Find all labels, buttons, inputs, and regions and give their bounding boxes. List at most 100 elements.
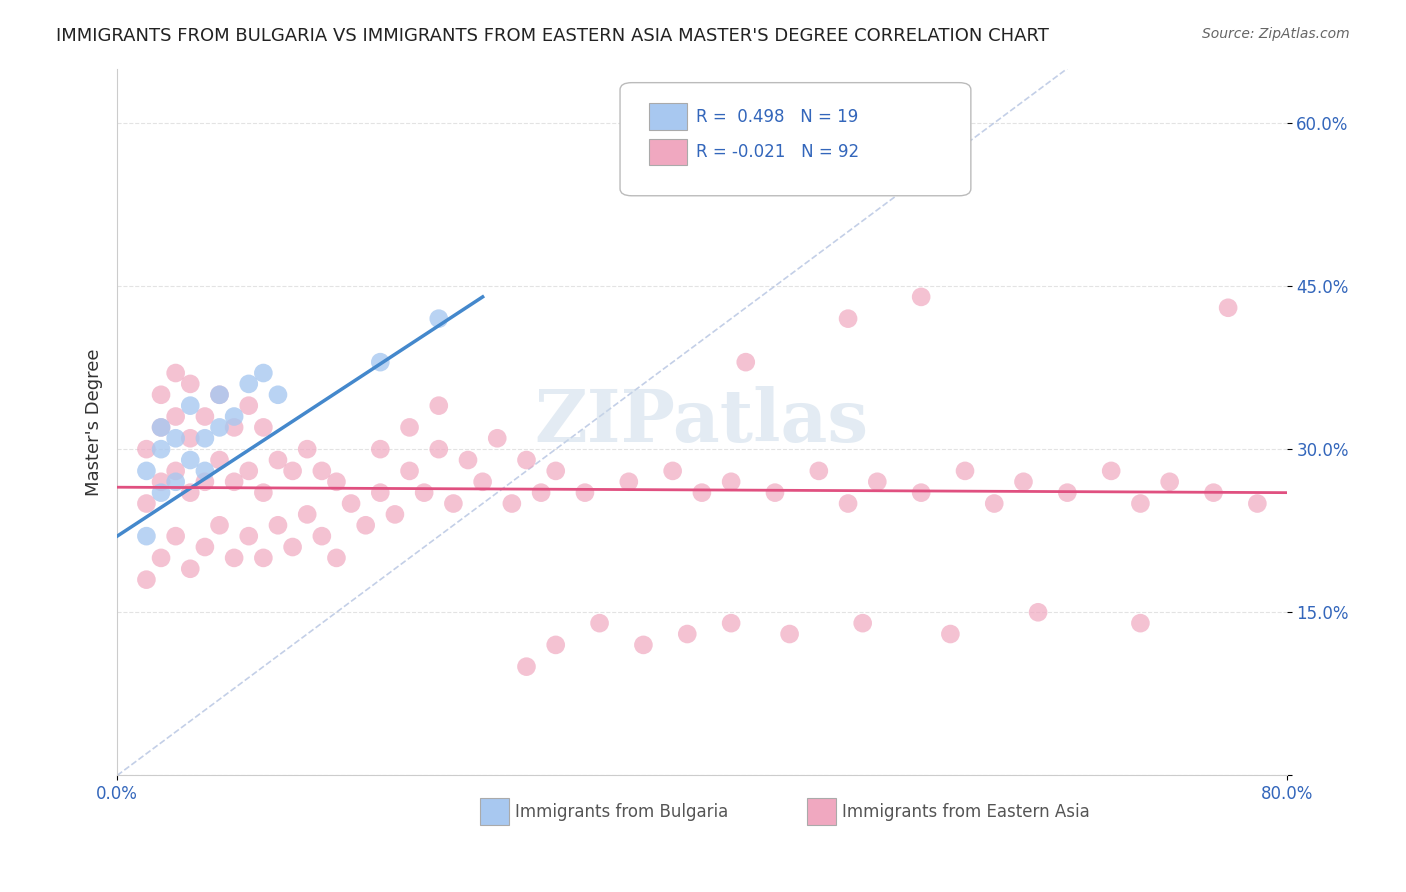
Text: Source: ZipAtlas.com: Source: ZipAtlas.com <box>1202 27 1350 41</box>
Point <box>252 550 274 565</box>
Text: Immigrants from Eastern Asia: Immigrants from Eastern Asia <box>842 803 1090 822</box>
Point <box>135 529 157 543</box>
Point <box>1246 496 1268 510</box>
Point <box>1216 301 1239 315</box>
Point <box>150 475 173 489</box>
Point <box>150 442 173 457</box>
Point <box>179 431 201 445</box>
Point <box>165 529 187 543</box>
Point <box>1202 485 1225 500</box>
Point <box>617 475 640 489</box>
Point <box>238 464 260 478</box>
Bar <box>650 103 686 130</box>
Point <box>734 355 756 369</box>
Bar <box>807 798 837 825</box>
Point <box>179 453 201 467</box>
Point <box>953 464 976 478</box>
Point <box>515 659 537 673</box>
Point <box>471 475 494 489</box>
Point <box>150 420 173 434</box>
Point <box>135 442 157 457</box>
Point <box>179 376 201 391</box>
Point <box>224 475 246 489</box>
Point <box>281 540 304 554</box>
Point <box>910 485 932 500</box>
Point <box>252 485 274 500</box>
Point <box>150 388 173 402</box>
Point <box>224 420 246 434</box>
Point <box>281 464 304 478</box>
Point <box>866 475 889 489</box>
Point <box>165 475 187 489</box>
Point <box>588 616 610 631</box>
Point <box>1012 475 1035 489</box>
Point <box>368 442 391 457</box>
Point <box>179 562 201 576</box>
Point <box>135 496 157 510</box>
Point <box>208 453 231 467</box>
FancyBboxPatch shape <box>620 83 972 195</box>
Point <box>238 376 260 391</box>
Point <box>384 508 406 522</box>
Point <box>1056 485 1078 500</box>
Point <box>135 464 157 478</box>
Point <box>574 485 596 500</box>
Point <box>267 453 290 467</box>
Bar <box>650 138 686 165</box>
Point <box>238 529 260 543</box>
Point <box>983 496 1005 510</box>
Point <box>515 453 537 467</box>
Point <box>238 399 260 413</box>
Point <box>325 475 347 489</box>
Point <box>427 311 450 326</box>
Point <box>368 355 391 369</box>
Point <box>165 464 187 478</box>
Point <box>807 464 830 478</box>
Point <box>486 431 509 445</box>
Point <box>368 485 391 500</box>
Point <box>1129 616 1152 631</box>
Point <box>779 627 801 641</box>
Text: R =  0.498   N = 19: R = 0.498 N = 19 <box>696 108 858 126</box>
Point <box>427 442 450 457</box>
Point <box>208 388 231 402</box>
Point <box>252 420 274 434</box>
Point <box>939 627 962 641</box>
Point <box>194 431 217 445</box>
Point <box>690 485 713 500</box>
Point <box>720 475 742 489</box>
Point <box>676 627 699 641</box>
Point <box>165 366 187 380</box>
Point <box>837 496 859 510</box>
Point <box>1099 464 1122 478</box>
Bar <box>479 798 509 825</box>
Point <box>150 550 173 565</box>
Point <box>208 420 231 434</box>
Point <box>208 388 231 402</box>
Point <box>544 464 567 478</box>
Point <box>297 508 319 522</box>
Text: ZIPatlas: ZIPatlas <box>534 386 869 458</box>
Point <box>427 399 450 413</box>
Point <box>135 573 157 587</box>
Point <box>398 420 420 434</box>
Point <box>1129 496 1152 510</box>
Point <box>354 518 377 533</box>
Point <box>150 420 173 434</box>
Point <box>837 311 859 326</box>
Point <box>413 485 436 500</box>
Point <box>720 616 742 631</box>
Point <box>398 464 420 478</box>
Point <box>165 431 187 445</box>
Point <box>457 453 479 467</box>
Point <box>311 529 333 543</box>
Point <box>910 290 932 304</box>
Text: R = -0.021   N = 92: R = -0.021 N = 92 <box>696 143 859 161</box>
Point <box>208 518 231 533</box>
Point <box>1159 475 1181 489</box>
Point <box>179 485 201 500</box>
Point <box>340 496 363 510</box>
Point <box>1026 605 1049 619</box>
Point <box>165 409 187 424</box>
Y-axis label: Master's Degree: Master's Degree <box>86 348 103 496</box>
